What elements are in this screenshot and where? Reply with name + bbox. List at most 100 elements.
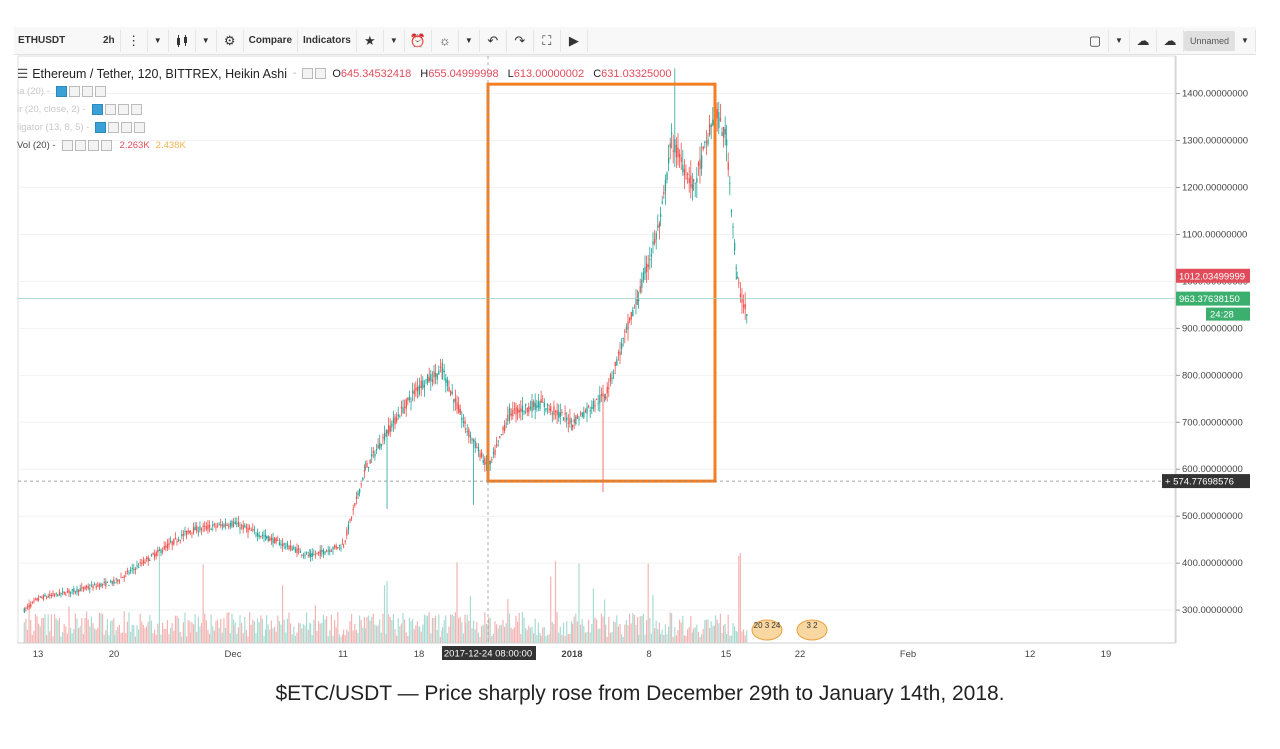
redo-icon[interactable]: ↷ [507,29,534,52]
candle-body [28,604,30,608]
settings-icon[interactable] [74,140,86,151]
add-icon[interactable] [81,86,93,97]
volume-bar [652,594,654,643]
layout-icon[interactable]: ▢ [1082,29,1109,52]
layout-name-dropdown-icon[interactable]: ▼ [1235,29,1256,52]
candle-body [415,387,417,391]
volume-bar [576,621,578,643]
interval-dropdown-icon[interactable]: ▼ [148,29,169,52]
volume-bar [515,615,517,643]
candle-body [614,361,616,367]
volume-bar [311,635,313,643]
indicator-row-alligator[interactable]: ligator (13, 8, 5) - [17,122,147,133]
volume-bar [360,619,362,643]
interval-selector[interactable]: 2h [98,29,121,52]
candle-body [649,259,651,261]
volume-value: 2.263K [119,140,150,151]
candle-body [548,408,550,411]
candle-body [278,542,281,546]
candles-icon[interactable] [169,29,196,52]
indicator-row-ma[interactable]: ia (20) - [17,86,108,97]
volume-bar [66,633,68,643]
ideas-dropdown-icon[interactable]: ▼ [459,29,480,52]
close-icon[interactable] [134,122,146,133]
candle-body [543,402,545,408]
price-chart[interactable]: 1400.00000000 1300.00000000 1200.00000000 1… [0,0,1280,670]
indicators-button[interactable]: Indicators [298,29,357,52]
add-icon[interactable] [121,122,133,133]
volume-bar [646,620,648,643]
candle-body [224,523,227,526]
volume-bar [162,622,164,643]
legend-menu-icon[interactable]: - [292,68,297,79]
close-icon[interactable] [130,104,142,115]
compare-button[interactable]: Compare [244,29,299,52]
legend-settings-icon[interactable] [315,68,327,79]
candle-body [73,588,75,593]
volume-bar [723,625,725,643]
candle-body [335,545,337,549]
cloud-save-icon[interactable]: ☁ [1157,29,1184,52]
candle-body [34,599,37,601]
volume-bar [405,632,407,643]
gear-icon[interactable]: ⚙ [217,29,244,52]
volume-bar [454,612,456,643]
more-vertical-icon[interactable]: ⋮ [121,29,148,52]
symbol-selector[interactable]: ETHUSDT [18,35,66,46]
favorites-dropdown-icon[interactable]: ▼ [384,29,405,52]
star-icon[interactable]: ★ [357,29,384,52]
volume-bar [435,615,437,643]
volume-bar [210,614,212,643]
legend-handle-icon[interactable]: ☰ [17,67,29,81]
close-icon[interactable] [100,140,112,151]
candle-body [622,338,624,340]
lightbulb-icon[interactable]: ☼ [432,29,459,52]
alert-icon[interactable]: ⏰ [405,29,432,52]
event-badge-bg [796,619,828,641]
volume-bar [654,628,656,643]
candle-body [633,307,636,309]
fullscreen-icon[interactable]: ⛶ [534,29,561,52]
volume-bar [679,619,681,643]
volume-bar [494,621,496,643]
settings-icon[interactable] [68,86,80,97]
candle-body [605,396,607,399]
layout-dropdown-icon[interactable]: ▼ [1109,29,1130,52]
cloud-load-icon[interactable]: ☁ [1130,29,1157,52]
candle-body [377,445,379,449]
legend-eye-icon[interactable] [302,68,314,79]
candle-body [299,550,301,554]
add-icon[interactable] [87,140,99,151]
eye-icon[interactable] [55,86,67,97]
undo-icon[interactable]: ↶ [480,29,507,52]
candle-body [165,545,167,548]
indicator-row-bb[interactable]: ir (20, close, 2) - [17,104,144,115]
indicator-row-volume[interactable]: Vol (20) - 2.263K 2.438K [17,140,186,151]
close-icon[interactable] [94,86,106,97]
candle-body [690,175,692,188]
eye-icon[interactable] [61,140,73,151]
volume-bar [125,633,127,643]
candle-body [280,544,282,546]
volume-bar [335,627,337,643]
candle-body [404,406,406,408]
play-icon[interactable]: ▶ [561,29,588,52]
volume-bar [54,614,56,643]
settings-icon[interactable] [108,122,120,133]
volume-bar [629,613,631,643]
eye-icon[interactable] [95,122,107,133]
volume-bar [280,624,282,643]
candle-body [62,591,64,593]
volume-bar [244,616,246,643]
settings-icon[interactable] [104,104,116,115]
add-icon[interactable] [117,104,129,115]
volume-bar [41,617,43,643]
candle-body [347,524,350,531]
candle-body [497,440,499,442]
volume-bar [73,628,75,643]
layout-name-button[interactable]: Unnamed [1183,30,1235,51]
volume-bar [257,618,259,643]
candle-body [74,591,77,593]
chart-type-dropdown-icon[interactable]: ▼ [196,29,217,52]
eye-icon[interactable] [91,104,103,115]
